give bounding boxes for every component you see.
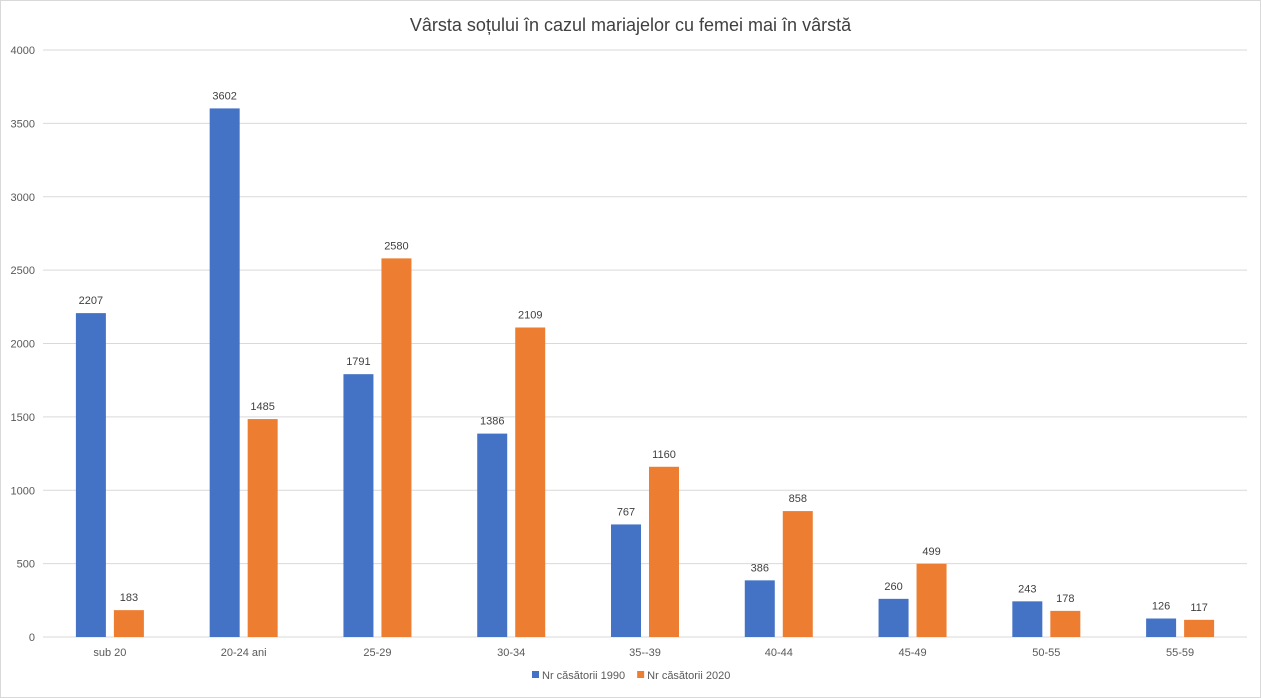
legend: Nr căsătorii 1990 Nr căsătorii 2020 — [532, 670, 730, 682]
bars — [75, 108, 1215, 638]
bar — [1184, 619, 1215, 637]
bar — [649, 466, 679, 637]
axes: 0 500 1000 1500 2000 2500 3000 3500 4000 sub 20 20… — [11, 45, 1195, 659]
chart-title: Vârsta soțului în cazul mariajelor cu fe… — [409, 15, 852, 35]
y-tick-label: 2000 — [11, 339, 35, 351]
data-label: 3602 — [212, 90, 236, 102]
x-tick-label: 45-49 — [898, 647, 926, 659]
data-label: 386 — [751, 562, 769, 574]
y-tick-label: 1500 — [11, 412, 35, 424]
data-label: 1485 — [250, 401, 274, 413]
data-label: 858 — [789, 493, 807, 505]
bar — [782, 511, 813, 637]
bar — [878, 598, 909, 637]
bar — [113, 610, 144, 637]
data-label: 1160 — [652, 449, 676, 461]
bar — [477, 433, 508, 637]
bar — [381, 258, 412, 637]
y-tick-label: 2500 — [11, 265, 35, 277]
x-tick-label: 55-59 — [1166, 647, 1194, 659]
data-labels: 2207 3602 1791 1386 767 386 260 243 126 183 1485 25… — [79, 90, 1208, 613]
x-tick-label: 30-34 — [497, 647, 525, 659]
bar — [744, 580, 775, 637]
bar — [611, 524, 641, 637]
x-tick-label: sub 20 — [93, 647, 126, 659]
data-label: 499 — [922, 546, 940, 558]
y-tick-label: 0 — [29, 632, 35, 644]
data-label: 1791 — [346, 356, 370, 368]
bar — [247, 419, 278, 637]
bar — [1050, 610, 1081, 637]
gridlines — [43, 49, 1247, 638]
y-tick-label: 500 — [17, 559, 35, 571]
y-tick-label: 3000 — [11, 192, 35, 204]
bar — [343, 374, 374, 637]
data-label: 1386 — [480, 416, 504, 428]
data-label: 260 — [884, 581, 902, 593]
x-tick-label: 25-29 — [363, 647, 391, 659]
data-label: 767 — [617, 506, 635, 518]
legend-swatch — [532, 671, 539, 678]
bar — [209, 108, 240, 638]
data-label: 243 — [1018, 583, 1036, 595]
x-tick-label: 50-55 — [1032, 647, 1060, 659]
legend-swatch — [637, 671, 645, 678]
y-tick-label: 4000 — [11, 45, 35, 57]
bar — [1012, 601, 1043, 637]
data-label: 183 — [120, 592, 138, 604]
data-label: 2207 — [79, 295, 103, 307]
x-tick-label: 35--39 — [629, 647, 661, 659]
bar — [515, 327, 546, 637]
legend-label: Nr căsătorii 1990 — [542, 670, 625, 682]
data-label: 2580 — [384, 240, 408, 252]
x-tick-label: 20-24 ani — [221, 647, 267, 659]
data-label: 178 — [1056, 593, 1074, 605]
data-label: 126 — [1152, 601, 1170, 613]
bar — [1146, 618, 1177, 637]
legend-label: Nr căsătorii 2020 — [647, 670, 730, 682]
data-label: 117 — [1190, 602, 1208, 614]
bar — [75, 313, 106, 637]
x-tick-label: 40-44 — [765, 647, 793, 659]
data-label: 2109 — [518, 310, 542, 322]
bar — [916, 563, 947, 637]
y-tick-label: 1000 — [11, 485, 35, 497]
y-tick-label: 3500 — [11, 118, 35, 130]
